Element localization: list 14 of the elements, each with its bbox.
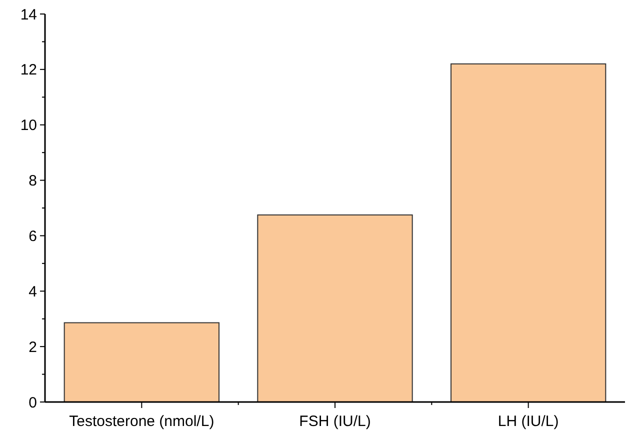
y-tick-label: 6 bbox=[28, 228, 37, 245]
y-tick-label: 8 bbox=[28, 172, 37, 190]
y-tick-label: 0 bbox=[28, 394, 37, 412]
bar bbox=[64, 322, 220, 402]
y-tick-label: 12 bbox=[20, 62, 37, 79]
y-tick-label: 10 bbox=[20, 117, 37, 134]
bar bbox=[257, 214, 413, 402]
y-tick-label: 14 bbox=[20, 6, 37, 24]
bar bbox=[450, 63, 606, 402]
x-tick-label: Testosterone (nmol/L) bbox=[69, 413, 214, 430]
x-tick-label: FSH (IU/L) bbox=[299, 413, 371, 430]
x-tick-label: LH (IU/L) bbox=[498, 413, 559, 430]
y-tick-label: 4 bbox=[28, 283, 37, 300]
y-tick-label: 2 bbox=[28, 338, 37, 356]
